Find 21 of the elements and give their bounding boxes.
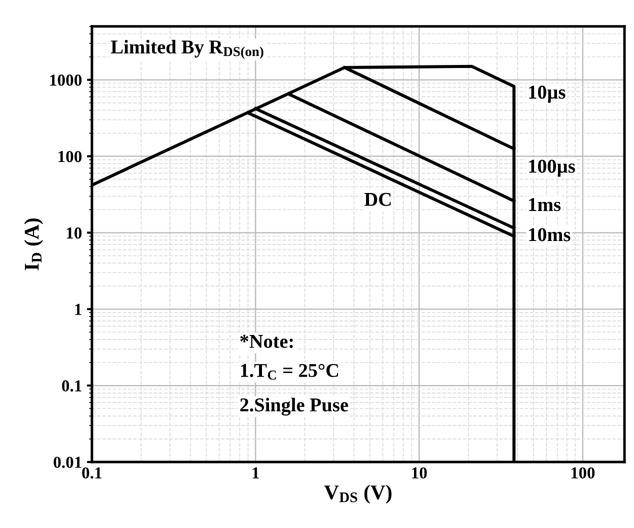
y-tick-label: 0.01 (54, 456, 82, 468)
y-axis-title: I$_{D}$ (A) (24, 218, 44, 270)
annotation: 2.Single Puse (240, 398, 348, 416)
x-tick-label: 10 (412, 467, 427, 479)
annotation: DC (364, 192, 391, 206)
x-tick-label: 100 (572, 467, 595, 479)
y-tick-label: 10 (66, 227, 82, 239)
annotation: 1.T$_{C}$ = 25°C (241, 364, 338, 380)
y-tick-label: 100 (58, 150, 82, 162)
annotation: 100µs (529, 160, 576, 177)
y-tick-label: 1 (75, 304, 82, 315)
annotation: Limited By R$_{DS(on)}$ (110, 40, 264, 59)
annotation: 1ms (529, 198, 561, 212)
x-tick-label: 0.1 (82, 467, 102, 479)
x-axis-title: V$_{DS}$ (V) (324, 484, 392, 504)
annotation: 10µs (529, 86, 566, 103)
x-tick-label: 1 (252, 467, 259, 478)
annotation: 10ms (529, 228, 570, 242)
y-tick-label: 1000 (50, 74, 82, 86)
y-tick-label: 0.1 (62, 380, 82, 392)
annotation: *Note: (240, 334, 293, 348)
